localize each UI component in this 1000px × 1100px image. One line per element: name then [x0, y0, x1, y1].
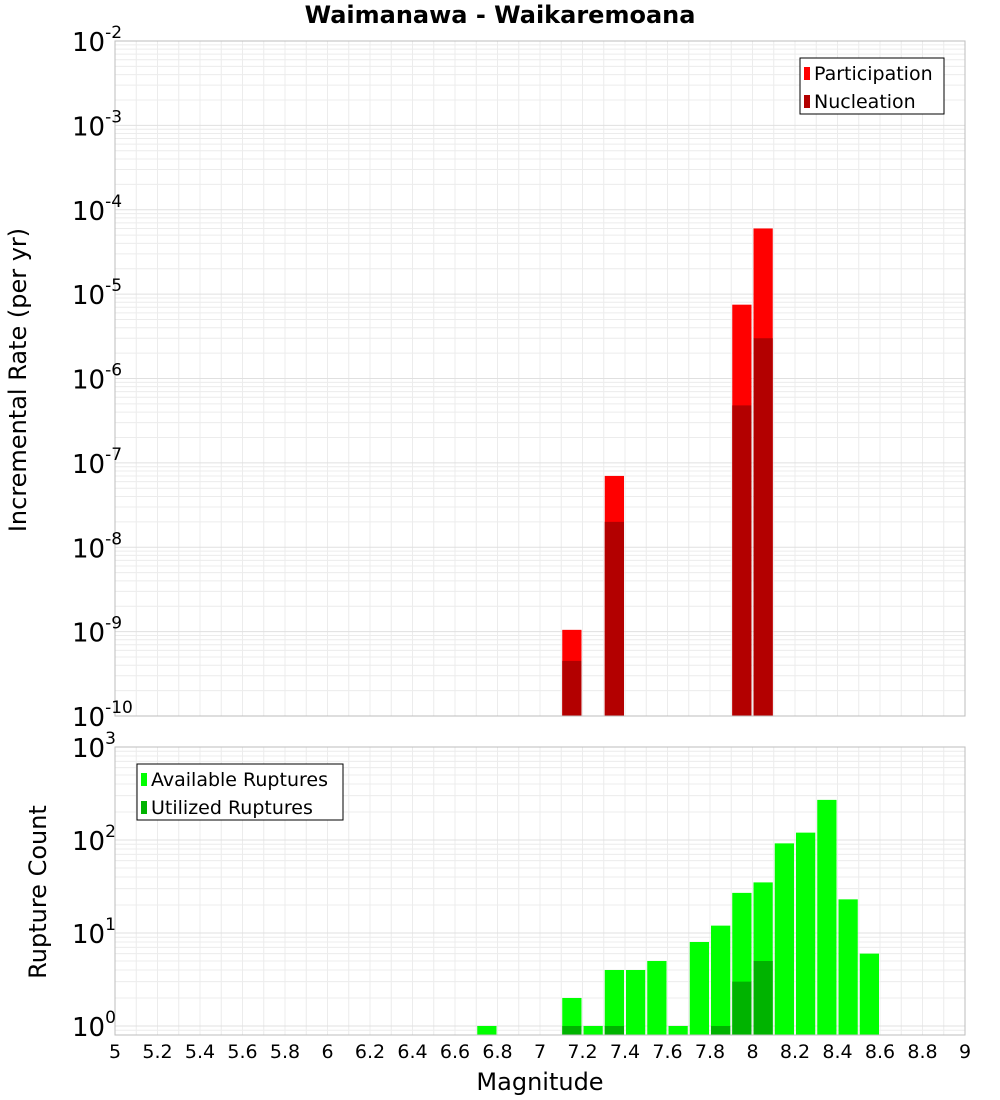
top-legend-swatch — [804, 67, 810, 80]
top-bar — [753, 338, 773, 716]
bottom-bar — [604, 969, 624, 1035]
bottom-panel: 100 101 102 103 Available Ruptures Utilized R… — [72, 729, 966, 1043]
bottom-bar — [626, 969, 646, 1035]
bottom-bar — [562, 997, 582, 1035]
bottom-bar — [604, 1025, 624, 1035]
bottom-y-tick-label: 100 — [72, 1008, 116, 1043]
top-y-tick-label: 10-6 — [72, 361, 122, 396]
top-grid — [114, 40, 966, 717]
x-tick-label: 5.2 — [142, 1041, 172, 1063]
bottom-bar — [477, 1025, 497, 1035]
top-y-tick-label: 10-10 — [72, 698, 133, 733]
x-tick-label: 5.4 — [185, 1041, 215, 1063]
top-panel: 10-10 10-9 10-8 10-7 10-6 10-5 10-4 10-3 10-2 Par… — [72, 23, 966, 733]
bottom-y-axis-label: Rupture Count — [24, 805, 52, 979]
x-tick-label: 7.2 — [567, 1041, 597, 1063]
top-bar — [732, 405, 752, 716]
top-y-tick-label: 10-3 — [72, 107, 122, 142]
bottom-y-tick-label: 103 — [72, 729, 116, 764]
bottom-bar — [817, 799, 837, 1035]
bottom-plot-border — [114, 746, 966, 1036]
top-y-tick-label: 10-5 — [72, 276, 122, 311]
top-plot-border — [114, 40, 966, 717]
chart-title: Waimanawa - Waikaremoana — [305, 1, 696, 29]
top-y-tick-label: 10-9 — [72, 614, 122, 649]
top-legend-box — [799, 57, 945, 115]
x-tick-label: 5.6 — [227, 1041, 257, 1063]
top-y-axis-label: Incremental Rate (per yr) — [4, 228, 32, 532]
bottom-bar — [796, 832, 816, 1035]
top-y-tick-label: 10-8 — [72, 529, 122, 564]
bottom-legend-label: Utilized Ruptures — [151, 797, 313, 819]
bottom-bar — [711, 925, 731, 1035]
x-tick-label: 8.8 — [907, 1041, 937, 1063]
bottom-series-utilized-ruptures — [562, 960, 773, 1035]
x-tick-label: 7.6 — [652, 1041, 682, 1063]
x-tick-label: 9 — [959, 1041, 971, 1063]
x-tick-label: 6 — [321, 1041, 333, 1063]
x-axis-label: Magnitude — [476, 1068, 603, 1096]
bottom-bar — [711, 1025, 731, 1035]
bottom-bar — [774, 843, 794, 1035]
bottom-legend-label: Available Ruptures — [151, 769, 328, 791]
top-series-nucleation — [562, 338, 773, 716]
bottom-legend-swatch — [141, 801, 147, 814]
x-tick-label: 7.8 — [695, 1041, 725, 1063]
bottom-legend-box — [136, 763, 344, 821]
top-bar — [562, 660, 582, 716]
x-tick-label: 5 — [109, 1041, 121, 1063]
bottom-bar — [562, 1025, 582, 1035]
x-tick-label: 8.4 — [822, 1041, 852, 1063]
top-legend-label: Participation — [814, 63, 933, 85]
x-tick-label: 8.6 — [865, 1041, 895, 1063]
top-y-tick-label: 10-4 — [72, 192, 122, 227]
bottom-bar — [583, 1025, 603, 1035]
x-tick-label: 6.6 — [440, 1041, 470, 1063]
bottom-bar — [647, 960, 667, 1035]
x-tick-label: 7.4 — [610, 1041, 640, 1063]
bottom-legend-swatch — [141, 773, 147, 786]
x-tick-label: 7 — [534, 1041, 546, 1063]
x-tick-label: 6.4 — [397, 1041, 427, 1063]
bottom-y-tick-label: 102 — [72, 822, 116, 857]
bottom-bar — [668, 1025, 688, 1035]
x-tick-label: 8.2 — [780, 1041, 810, 1063]
top-legend-label: Nucleation — [814, 91, 916, 113]
x-axis-ticks: 5 5.2 5.4 5.6 5.8 6 6.2 6.4 6.6 6.8 7 7.2 7.4 7.6 7.8 8… — [109, 1041, 971, 1063]
x-tick-label: 8 — [746, 1041, 758, 1063]
bottom-bar — [859, 953, 879, 1035]
top-y-tick-label: 10-7 — [72, 445, 122, 480]
top-legend: Participation Nucleation — [799, 57, 945, 115]
x-tick-label: 6.2 — [355, 1041, 385, 1063]
bottom-legend: Available Ruptures Utilized Ruptures — [136, 763, 344, 821]
bottom-bar — [838, 899, 858, 1035]
top-y-tick-label: 10-2 — [72, 23, 122, 58]
top-bar — [604, 521, 624, 716]
bottom-bar — [753, 960, 773, 1035]
bottom-y-tick-label: 101 — [72, 915, 116, 950]
x-tick-label: 6.8 — [482, 1041, 512, 1063]
bottom-bar — [689, 942, 709, 1035]
x-tick-label: 5.8 — [270, 1041, 300, 1063]
top-legend-swatch — [804, 95, 810, 108]
bottom-bar — [732, 981, 752, 1035]
